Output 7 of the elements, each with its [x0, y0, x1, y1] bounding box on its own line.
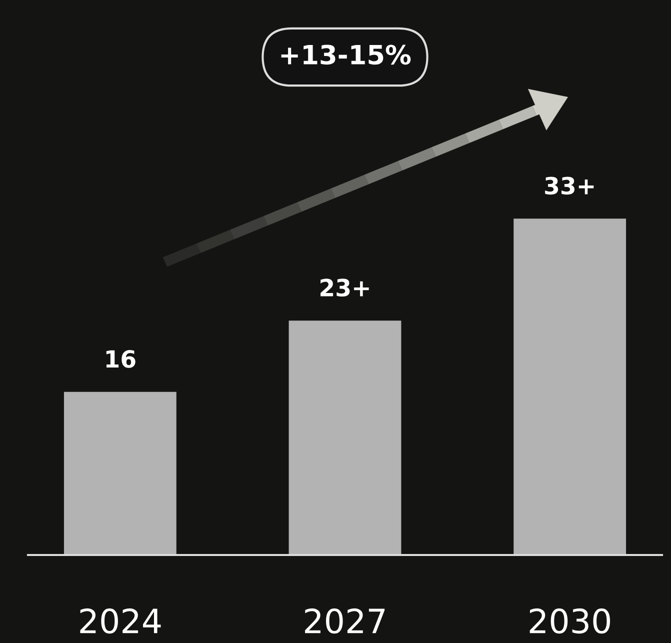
data-label: 33+ — [545, 176, 594, 195]
data-label: 16 — [106, 350, 136, 368]
data-label: 23+ — [320, 278, 369, 297]
x-tick-label: 2027 — [305, 608, 385, 634]
text: +13-15% — [281, 44, 411, 65]
x-tick-label: 2024 — [80, 608, 161, 634]
x-tick-label: 2030 — [530, 608, 610, 634]
